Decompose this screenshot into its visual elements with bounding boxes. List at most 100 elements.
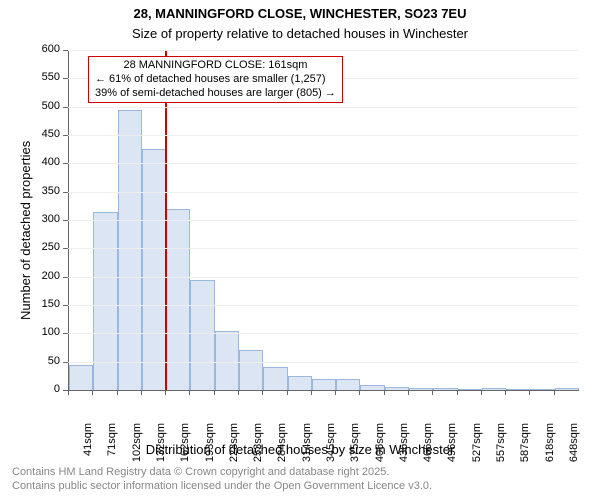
y-tick bbox=[63, 305, 68, 306]
chart-subtitle: Size of property relative to detached ho… bbox=[0, 26, 600, 41]
x-tick bbox=[165, 390, 166, 395]
x-tick bbox=[311, 390, 312, 395]
x-tick bbox=[68, 390, 69, 395]
annotation-box: 28 MANNINGFORD CLOSE: 161sqm← 61% of det… bbox=[88, 56, 343, 103]
histogram-bar bbox=[506, 389, 530, 390]
y-tick-label: 300 bbox=[20, 213, 60, 225]
x-tick bbox=[287, 390, 288, 395]
histogram-bar bbox=[142, 149, 166, 390]
histogram-bar bbox=[385, 387, 409, 390]
x-tick-label: 253sqm bbox=[252, 423, 264, 473]
grid-line bbox=[68, 333, 578, 334]
x-tick-label: 375sqm bbox=[349, 423, 361, 473]
x-tick bbox=[92, 390, 93, 395]
x-tick-label: 71sqm bbox=[106, 423, 118, 473]
grid-line bbox=[68, 192, 578, 193]
grid-line bbox=[68, 305, 578, 306]
y-tick bbox=[63, 277, 68, 278]
x-tick bbox=[554, 390, 555, 395]
y-tick-label: 450 bbox=[20, 128, 60, 140]
histogram-bar bbox=[190, 280, 214, 391]
x-tick bbox=[359, 390, 360, 395]
x-tick-label: 193sqm bbox=[204, 423, 216, 473]
y-tick bbox=[63, 78, 68, 79]
histogram-bar bbox=[239, 350, 263, 390]
x-tick-label: 102sqm bbox=[131, 423, 143, 473]
y-tick bbox=[63, 107, 68, 108]
x-tick bbox=[457, 390, 458, 395]
x-tick-label: 284sqm bbox=[276, 423, 288, 473]
x-tick-label: 466sqm bbox=[422, 423, 434, 473]
grid-line bbox=[68, 163, 578, 164]
x-tick-label: 436sqm bbox=[398, 423, 410, 473]
annotation-line-1: 28 MANNINGFORD CLOSE: 161sqm bbox=[95, 59, 336, 73]
grid-line bbox=[68, 50, 578, 51]
y-tick-label: 600 bbox=[20, 43, 60, 55]
y-tick-label: 400 bbox=[20, 156, 60, 168]
x-tick bbox=[238, 390, 239, 395]
y-tick bbox=[63, 50, 68, 51]
y-tick bbox=[63, 362, 68, 363]
x-tick bbox=[432, 390, 433, 395]
y-tick-label: 550 bbox=[20, 71, 60, 83]
grid-line bbox=[68, 107, 578, 108]
y-tick-label: 500 bbox=[20, 100, 60, 112]
x-tick-label: 132sqm bbox=[155, 423, 167, 473]
histogram-bar bbox=[433, 388, 457, 390]
x-tick-label: 162sqm bbox=[179, 423, 191, 473]
x-tick bbox=[481, 390, 482, 395]
y-tick bbox=[63, 248, 68, 249]
y-tick-label: 200 bbox=[20, 270, 60, 282]
y-tick-label: 0 bbox=[20, 383, 60, 395]
x-tick bbox=[529, 390, 530, 395]
x-tick bbox=[262, 390, 263, 395]
x-tick-label: 527sqm bbox=[471, 423, 483, 473]
x-tick-label: 618sqm bbox=[544, 423, 556, 473]
histogram-bar bbox=[482, 388, 506, 390]
histogram-bar bbox=[93, 212, 117, 391]
x-tick-label: 314sqm bbox=[301, 423, 313, 473]
x-tick bbox=[408, 390, 409, 395]
x-tick-label: 587sqm bbox=[519, 423, 531, 473]
x-tick-label: 648sqm bbox=[568, 423, 580, 473]
y-tick-label: 50 bbox=[20, 355, 60, 367]
x-tick-label: 41sqm bbox=[82, 423, 94, 473]
x-tick-label: 496sqm bbox=[446, 423, 458, 473]
histogram-bar bbox=[215, 331, 239, 391]
histogram-bar bbox=[288, 376, 312, 390]
x-tick bbox=[214, 390, 215, 395]
grid-line bbox=[68, 277, 578, 278]
grid-line bbox=[68, 135, 578, 136]
x-tick bbox=[189, 390, 190, 395]
histogram-bar bbox=[555, 388, 579, 390]
y-tick bbox=[63, 192, 68, 193]
x-tick-label: 405sqm bbox=[374, 423, 386, 473]
x-tick-label: 223sqm bbox=[228, 423, 240, 473]
x-tick-label: 557sqm bbox=[495, 423, 507, 473]
chart-title: 28, MANNINGFORD CLOSE, WINCHESTER, SO23 … bbox=[0, 6, 600, 21]
histogram-bar bbox=[312, 379, 336, 390]
histogram-bar bbox=[409, 388, 433, 390]
x-tick bbox=[335, 390, 336, 395]
histogram-bar bbox=[530, 389, 554, 390]
histogram-bar bbox=[69, 365, 93, 391]
y-tick-label: 250 bbox=[20, 241, 60, 253]
histogram-bar bbox=[166, 209, 190, 390]
annotation-line-2: ← 61% of detached houses are smaller (1,… bbox=[95, 73, 336, 87]
chart-container: 28, MANNINGFORD CLOSE, WINCHESTER, SO23 … bbox=[0, 0, 600, 500]
histogram-bar bbox=[263, 367, 287, 390]
grid-line bbox=[68, 362, 578, 363]
x-tick bbox=[117, 390, 118, 395]
y-tick-label: 150 bbox=[20, 298, 60, 310]
x-tick bbox=[384, 390, 385, 395]
histogram-bar bbox=[458, 389, 482, 390]
x-tick bbox=[505, 390, 506, 395]
footer-line-2: Contains public sector information licen… bbox=[12, 480, 432, 492]
y-tick-label: 350 bbox=[20, 185, 60, 197]
grid-line bbox=[68, 220, 578, 221]
grid-line bbox=[68, 248, 578, 249]
histogram-bar bbox=[336, 379, 360, 390]
y-tick bbox=[63, 135, 68, 136]
y-tick-label: 100 bbox=[20, 326, 60, 338]
x-tick bbox=[141, 390, 142, 395]
